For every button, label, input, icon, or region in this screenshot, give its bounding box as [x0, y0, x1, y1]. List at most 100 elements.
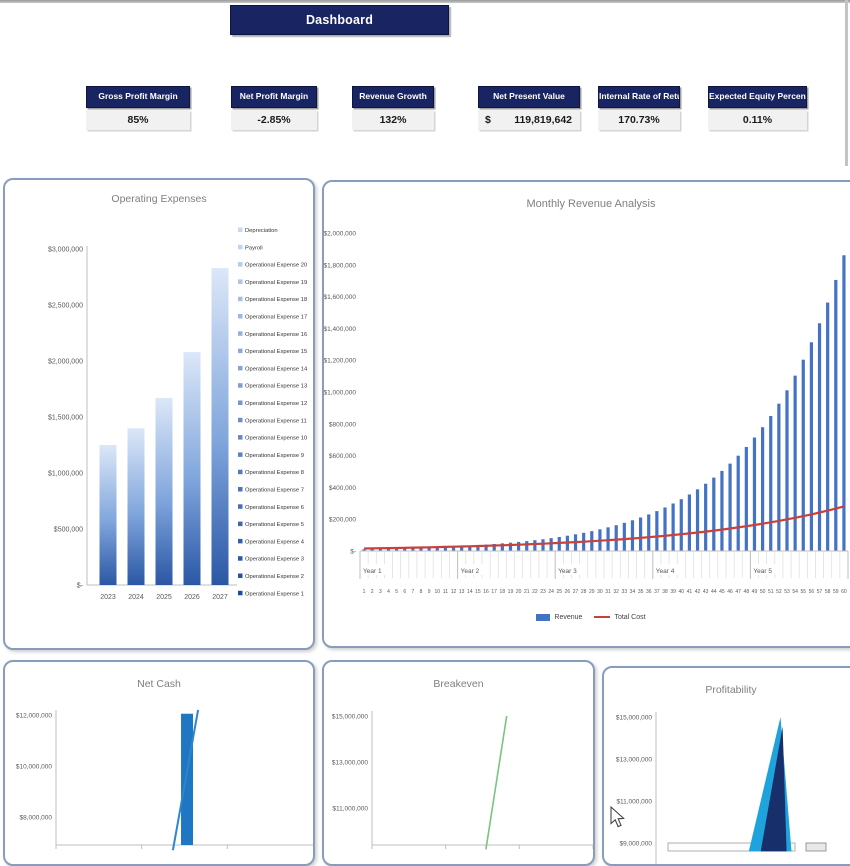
- svg-text:24: 24: [548, 589, 554, 595]
- kpi-value-text: 170.73%: [618, 114, 660, 126]
- kpi-value-cell[interactable]: 132%: [352, 110, 434, 130]
- net-cash-chart[interactable]: Net Cash $12,000,000 $10,000,000 $8,000,00…: [3, 660, 315, 866]
- svg-text:Operational Expense 20: Operational Expense 20: [245, 263, 307, 269]
- currency-symbol: $: [485, 114, 491, 126]
- kpi-net-profit-margin: Net Profit Margin -2.85%: [231, 86, 317, 130]
- svg-text:$3,000,000: $3,000,000: [48, 247, 83, 254]
- kpi-value-cell[interactable]: -2.85%: [231, 110, 317, 130]
- svg-text:49: 49: [752, 589, 758, 595]
- dashboard-banner-title: Dashboard: [305, 13, 374, 27]
- svg-text:8: 8: [420, 589, 423, 595]
- svg-text:20: 20: [516, 589, 522, 595]
- svg-text:Year 5: Year 5: [753, 568, 772, 575]
- svg-text:Year 4: Year 4: [656, 568, 675, 575]
- svg-text:$800,000: $800,000: [329, 421, 356, 428]
- svg-text:28: 28: [581, 589, 587, 595]
- window-right-edge: [845, 0, 848, 166]
- operating-expenses-chart[interactable]: Operating Expenses $3,000,000 $2,500,000 $…: [3, 178, 315, 650]
- svg-text:40: 40: [678, 589, 684, 595]
- kpi-value-text: 85%: [127, 114, 149, 126]
- svg-text:Operational Expense 1: Operational Expense 1: [245, 591, 304, 597]
- svg-text:14: 14: [467, 589, 473, 595]
- kpi-value-text: 0.11%: [742, 114, 773, 126]
- svg-text:Operational Expense 19: Operational Expense 19: [245, 280, 307, 286]
- svg-text:$2,000,000: $2,000,000: [48, 359, 83, 366]
- svg-text:Operational Expense 5: Operational Expense 5: [245, 522, 304, 528]
- svg-text:22: 22: [532, 589, 538, 595]
- svg-text:50: 50: [760, 589, 766, 595]
- svg-text:2027: 2027: [212, 594, 228, 601]
- profitability-chart[interactable]: Profitability $15,000,000 $13,000,000 $11,…: [602, 666, 850, 866]
- kpi-net-present-value: Net Present Value $ 119,819,642: [478, 86, 580, 130]
- chart-title: Monthly Revenue Analysis: [526, 198, 656, 210]
- svg-text:44: 44: [711, 589, 717, 595]
- svg-text:6: 6: [403, 589, 406, 595]
- svg-text:$2,500,000: $2,500,000: [48, 303, 83, 310]
- breakeven-chart[interactable]: Breakeven $15,000,000 $13,000,000 $11,000,…: [322, 660, 595, 866]
- svg-text:47: 47: [735, 589, 741, 595]
- svg-text:48: 48: [744, 589, 750, 595]
- svg-text:$11,000,000: $11,000,000: [616, 799, 652, 806]
- svg-text:Operational Expense 14: Operational Expense 14: [245, 366, 308, 372]
- svg-text:Operational Expense 13: Operational Expense 13: [245, 384, 307, 390]
- svg-text:$1,500,000: $1,500,000: [48, 415, 83, 422]
- net-cash-plot: $12,000,000 $10,000,000 $8,000,000: [16, 709, 313, 851]
- kpi-value-cell[interactable]: 0.11%: [708, 110, 807, 130]
- svg-text:57: 57: [817, 589, 823, 595]
- window-top-edge: [0, 0, 850, 3]
- svg-text:10: 10: [434, 589, 440, 595]
- svg-text:34: 34: [630, 589, 636, 595]
- svg-text:$15,000,000: $15,000,000: [332, 714, 369, 721]
- kpi-header: Revenue Growth: [352, 86, 434, 108]
- svg-text:Operational Expense 12: Operational Expense 12: [245, 401, 307, 407]
- svg-text:$1,800,000: $1,800,000: [324, 262, 356, 269]
- chart-title: Net Cash: [137, 678, 181, 690]
- svg-text:41: 41: [687, 589, 693, 595]
- svg-text:Operational Expense 18: Operational Expense 18: [245, 297, 307, 303]
- kpi-gross-profit-margin: Gross Profit Margin 85%: [86, 86, 190, 130]
- svg-text:58: 58: [825, 589, 831, 595]
- kpi-value-cell[interactable]: $ 119,819,642: [478, 110, 580, 130]
- svg-text:39: 39: [670, 589, 676, 595]
- kpi-internal-rate-of-return: Internal Rate of Return 170.73%: [598, 86, 680, 130]
- svg-text:$400,000: $400,000: [329, 485, 356, 492]
- svg-text:Operational Expense 10: Operational Expense 10: [245, 436, 307, 442]
- svg-text:5: 5: [395, 589, 398, 595]
- svg-text:2024: 2024: [128, 594, 144, 601]
- svg-text:Operational Expense 2: Operational Expense 2: [245, 574, 304, 580]
- svg-text:$1,600,000: $1,600,000: [324, 294, 356, 301]
- revenue-legend-swatch: [536, 613, 551, 621]
- svg-text:59: 59: [833, 589, 839, 595]
- svg-text:11: 11: [443, 589, 448, 595]
- svg-text:18: 18: [500, 589, 506, 595]
- svg-text:$13,000,000: $13,000,000: [616, 757, 653, 764]
- kpi-expected-equity-percent: Expected Equity Percent 0.11%: [708, 86, 807, 130]
- kpi-value-cell[interactable]: 170.73%: [598, 110, 680, 130]
- svg-text:27: 27: [573, 589, 579, 595]
- svg-text:$9,000,000: $9,000,000: [619, 841, 652, 848]
- kpi-value-cell[interactable]: 85%: [86, 110, 190, 130]
- monthly-revenue-plot: $2,000,000 $1,800,000 $1,600,000 $1,400,000…: [324, 231, 849, 595]
- kpi-value-text: -2.85%: [257, 114, 291, 126]
- legend-item-total-cost: Total Cost: [594, 614, 646, 621]
- svg-text:Year 1: Year 1: [363, 568, 382, 575]
- svg-text:$-: $-: [77, 583, 84, 590]
- svg-text:Operational Expense 9: Operational Expense 9: [245, 453, 304, 459]
- svg-text:$13,000,000: $13,000,000: [332, 760, 369, 767]
- kpi-header: Net Profit Margin: [231, 86, 317, 108]
- svg-text:25: 25: [556, 589, 562, 595]
- svg-text:2026: 2026: [184, 594, 200, 601]
- svg-text:31: 31: [605, 589, 611, 595]
- svg-text:21: 21: [524, 589, 530, 595]
- svg-text:Year 3: Year 3: [558, 568, 577, 575]
- svg-text:43: 43: [703, 589, 709, 595]
- svg-text:Operational Expense 17: Operational Expense 17: [245, 315, 307, 321]
- monthly-revenue-analysis-chart[interactable]: Monthly Revenue Analysis $2,000,000 $1,80…: [322, 180, 850, 648]
- svg-text:55: 55: [800, 589, 806, 595]
- svg-text:$11,000,000: $11,000,000: [332, 806, 368, 813]
- svg-text:33: 33: [622, 589, 628, 595]
- svg-text:2: 2: [371, 589, 374, 595]
- breakeven-plot: $15,000,000 $13,000,000 $11,000,000: [332, 711, 593, 850]
- svg-text:53: 53: [784, 589, 790, 595]
- svg-text:Year 2: Year 2: [461, 568, 480, 575]
